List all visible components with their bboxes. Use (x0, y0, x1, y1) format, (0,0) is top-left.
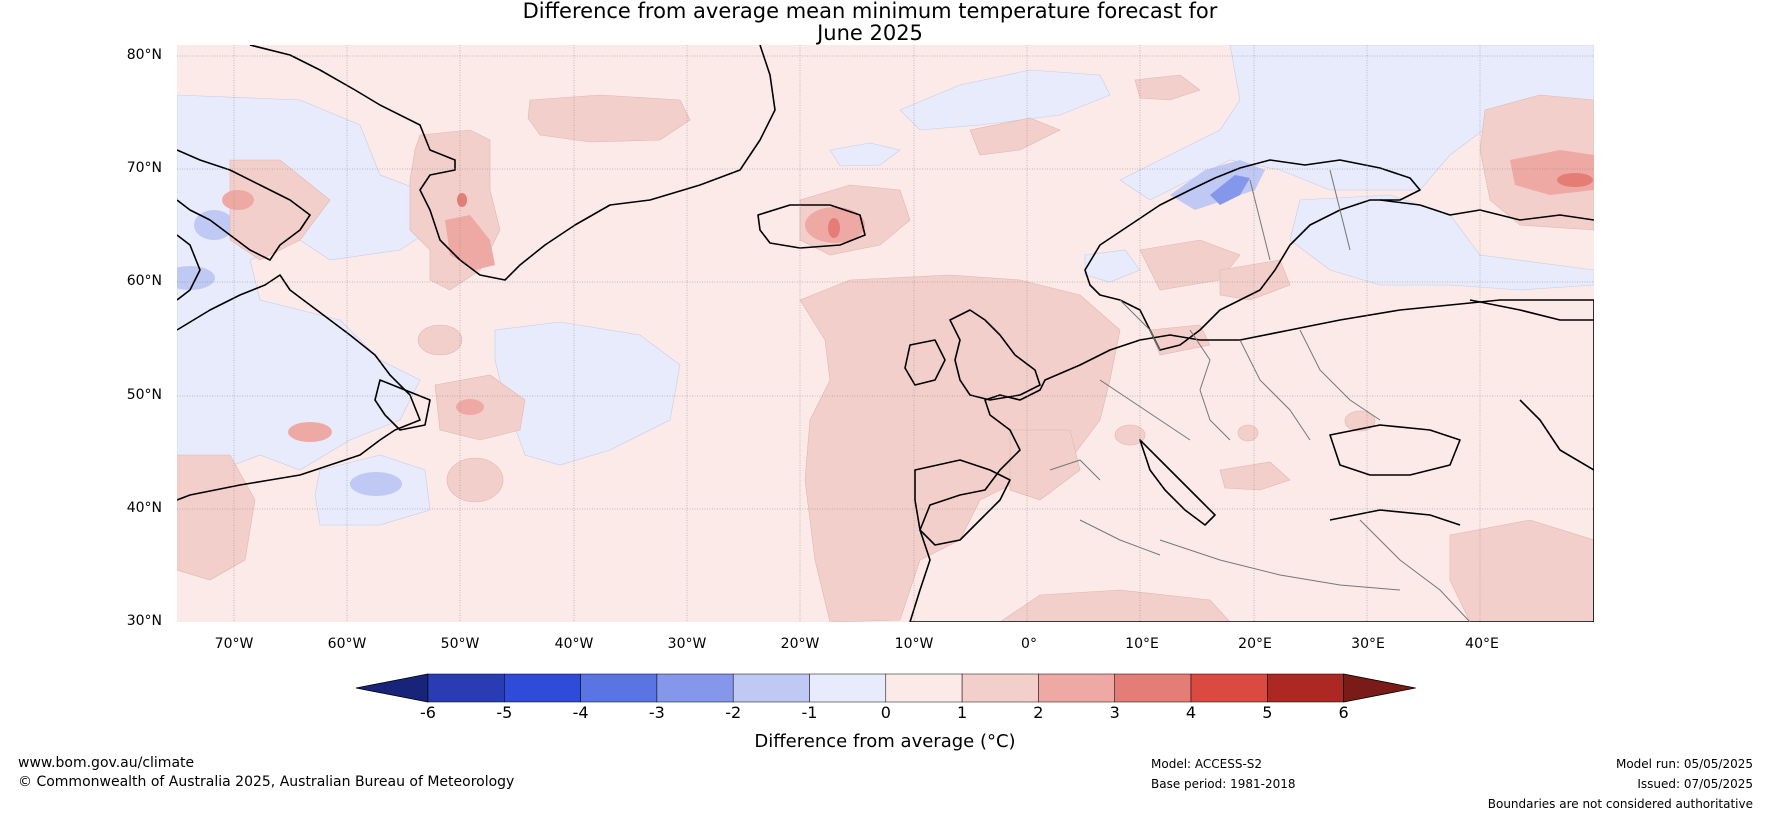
lon-label: 40°W (554, 636, 594, 652)
colorbar-segment (427, 673, 505, 703)
lon-label: 30°W (667, 636, 707, 652)
lon-label: 20°E (1238, 636, 1272, 652)
colorbar-segment (1038, 673, 1115, 703)
colorbar-tick-label: -5 (496, 703, 513, 722)
lon-label: 20°W (780, 636, 820, 652)
colorbar (355, 673, 1416, 703)
colorbar-tick-label: -1 (801, 703, 818, 722)
boundaries-disclaimer: Boundaries are not considered authoritat… (1487, 797, 1753, 811)
model-run-date: Model run: 05/05/2025 (1615, 757, 1753, 771)
colorbar-tick-label: 2 (1033, 703, 1044, 722)
lon-label: 30°E (1351, 636, 1385, 652)
colorbar-tick-label: 5 (1262, 703, 1273, 722)
positive-anomaly-regions (177, 74, 1594, 622)
lon-label: 50°W (440, 636, 480, 652)
lon-label: 0° (1021, 636, 1037, 652)
map-area (177, 45, 1594, 622)
colorbar-tick-label: 0 (880, 703, 891, 722)
colorbar-segment (1114, 673, 1192, 703)
lat-label: 30°N (126, 613, 162, 629)
colorbar-tick-label: 4 (1185, 703, 1197, 722)
colorbar-tick-label: 1 (957, 703, 968, 722)
colorbar-label: Difference from average (°C) (754, 731, 1016, 752)
colorbar-tick-label: -2 (725, 703, 742, 722)
copyright-notice: © Commonwealth of Australia 2025, Austra… (18, 774, 515, 790)
lon-label: 40°E (1465, 636, 1499, 652)
colorbar-segment (504, 673, 581, 703)
country-borders (1049, 169, 1471, 622)
lat-label: 70°N (126, 160, 162, 176)
colorbar-segment (885, 673, 963, 703)
lat-label: 40°N (126, 500, 162, 516)
colorbar-segment (656, 673, 734, 703)
lat-label: 60°N (126, 273, 162, 289)
colorbar-tick-label: -4 (572, 703, 589, 722)
strong-negative-anomaly-regions (1210, 175, 1250, 205)
map-title-line2: June 2025 (817, 21, 923, 45)
colorbar-tick-label: -6 (420, 703, 436, 722)
lon-label: 10°W (894, 636, 934, 652)
colorbar-segment (1190, 673, 1268, 703)
base-period: Base period: 1981-2018 (1151, 777, 1296, 791)
colorbar-segment (961, 673, 1039, 703)
model-name: Model: ACCESS-S2 (1151, 757, 1263, 771)
lat-label: 80°N (126, 47, 162, 63)
website-link[interactable]: www.bom.gov.au/climate (18, 755, 195, 771)
issued-date: Issued: 07/05/2025 (1637, 777, 1753, 791)
lon-label: 70°W (214, 636, 254, 652)
lat-label: 50°N (126, 387, 162, 403)
graticule (177, 45, 1594, 622)
colorbar-segment (809, 673, 887, 703)
colorbar-extend-low (355, 673, 429, 703)
colorbar-tick-label: -3 (648, 703, 665, 722)
colorbar-extend-high (1343, 673, 1416, 703)
lon-label: 60°W (327, 636, 367, 652)
colorbar-tick-label: 3 (1109, 703, 1120, 722)
lon-label: 10°E (1125, 636, 1159, 652)
map-title-line1: Difference from average mean minimum tem… (522, 0, 1218, 23)
colorbar-segment (580, 673, 658, 703)
colorbar-segment (1267, 673, 1344, 703)
colorbar-tick-label: 6 (1338, 703, 1349, 722)
colorbar-segment (732, 673, 810, 703)
strong-positive-anomaly-regions (457, 173, 1593, 238)
coastlines (177, 45, 1594, 622)
